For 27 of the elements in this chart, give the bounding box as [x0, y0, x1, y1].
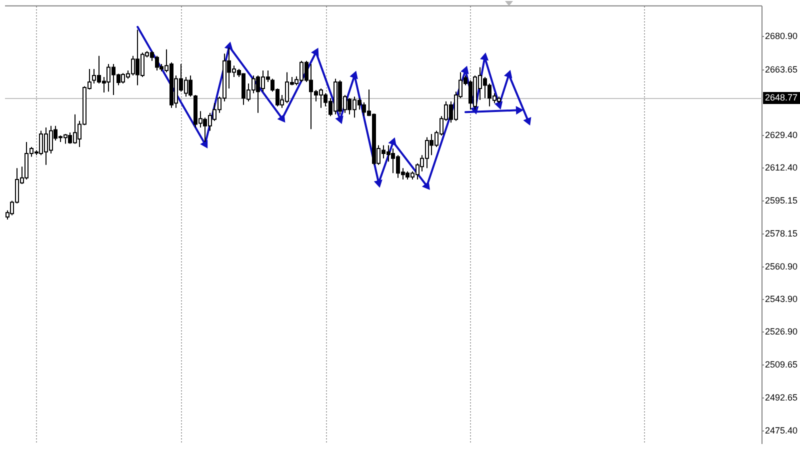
y-tick-label: 2543.90: [765, 294, 798, 304]
point: [278, 114, 286, 122]
point: [504, 70, 512, 78]
y-tick-label: 2509.65: [765, 360, 798, 370]
point: [224, 42, 233, 50]
y-tick-label: 2595.15: [765, 196, 798, 206]
point: [336, 116, 344, 124]
y-tick-label: 2663.65: [765, 64, 798, 74]
point: [374, 180, 382, 188]
point: [524, 117, 532, 126]
point: [422, 182, 430, 190]
y-tick-label: 2475.40: [765, 425, 798, 436]
point: [200, 140, 208, 148]
y-tick-label: 2680.90: [765, 31, 798, 42]
y-tick-label: 2526.90: [765, 326, 798, 337]
y-tick-label: 2560.90: [765, 261, 798, 272]
y-tick-label: 2492.65: [765, 392, 798, 402]
y-tick-label: 2578.15: [765, 228, 798, 238]
point: [388, 138, 396, 146]
ref-line-label: 2648.77: [765, 92, 798, 102]
point: [461, 66, 469, 74]
point: [494, 101, 502, 110]
point: [480, 52, 488, 61]
y-tick-label: 2612.40: [765, 162, 798, 173]
point: [350, 71, 358, 79]
y-tick-label: 2629.40: [765, 130, 798, 140]
point: [312, 48, 319, 56]
